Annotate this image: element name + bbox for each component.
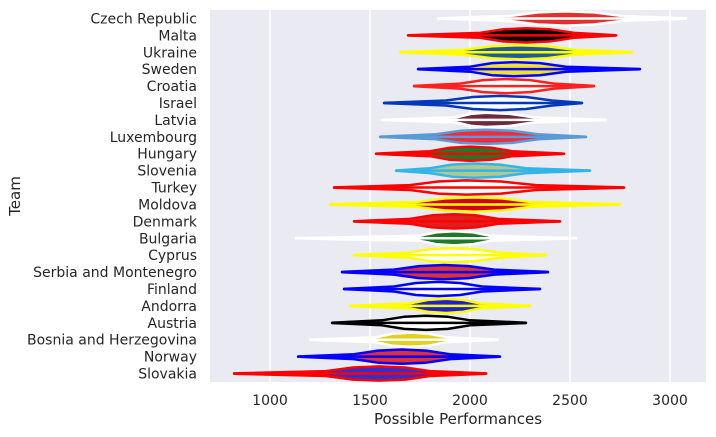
y-tick-label: Bosnia and Herzegovina — [27, 333, 197, 349]
y-tick-label: Serbia and Montenegro — [33, 265, 197, 281]
x-tick-labels: 1000 1500 2000 2500 3000 — [252, 393, 688, 409]
x-tick-label: 3000 — [652, 393, 688, 409]
y-tick-label: Sweden — [142, 62, 197, 78]
x-axis-label: Possible Performances — [374, 410, 542, 428]
y-tick-label: Bulgaria — [139, 231, 197, 247]
y-tick-label: Andorra — [141, 299, 197, 315]
y-tick-label: Moldova — [138, 197, 197, 213]
y-tick-label: Croatia — [147, 79, 197, 95]
x-tick-label: 2500 — [552, 393, 588, 409]
y-tick-label: Malta — [158, 28, 197, 44]
x-tick-label: 2000 — [452, 393, 488, 409]
y-tick-label: Luxembourg — [110, 130, 197, 146]
y-axis-label: Team — [6, 176, 24, 217]
y-tick-label: Slovakia — [138, 367, 197, 383]
y-tick-label: Norway — [144, 350, 197, 366]
y-tick-label: Cyprus — [148, 248, 197, 264]
y-tick-label: Denmark — [133, 214, 198, 230]
y-tick-label: Slovenia — [137, 164, 197, 180]
y-tick-label: Turkey — [150, 181, 197, 197]
x-tick-label: 1500 — [352, 393, 388, 409]
y-tick-label: Finland — [147, 282, 197, 298]
y-tick-labels: Czech RepublicMaltaUkraineSwedenCroatiaI… — [27, 11, 198, 382]
y-tick-label: Austria — [148, 316, 197, 332]
y-tick-label: Israel — [159, 96, 197, 112]
y-tick-label: Ukraine — [143, 45, 197, 61]
y-tick-label: Latvia — [154, 113, 197, 129]
violins — [232, 10, 688, 382]
y-tick-label: Czech Republic — [90, 11, 197, 27]
y-tick-label: Hungary — [137, 147, 197, 163]
x-tick-label: 1000 — [252, 393, 288, 409]
